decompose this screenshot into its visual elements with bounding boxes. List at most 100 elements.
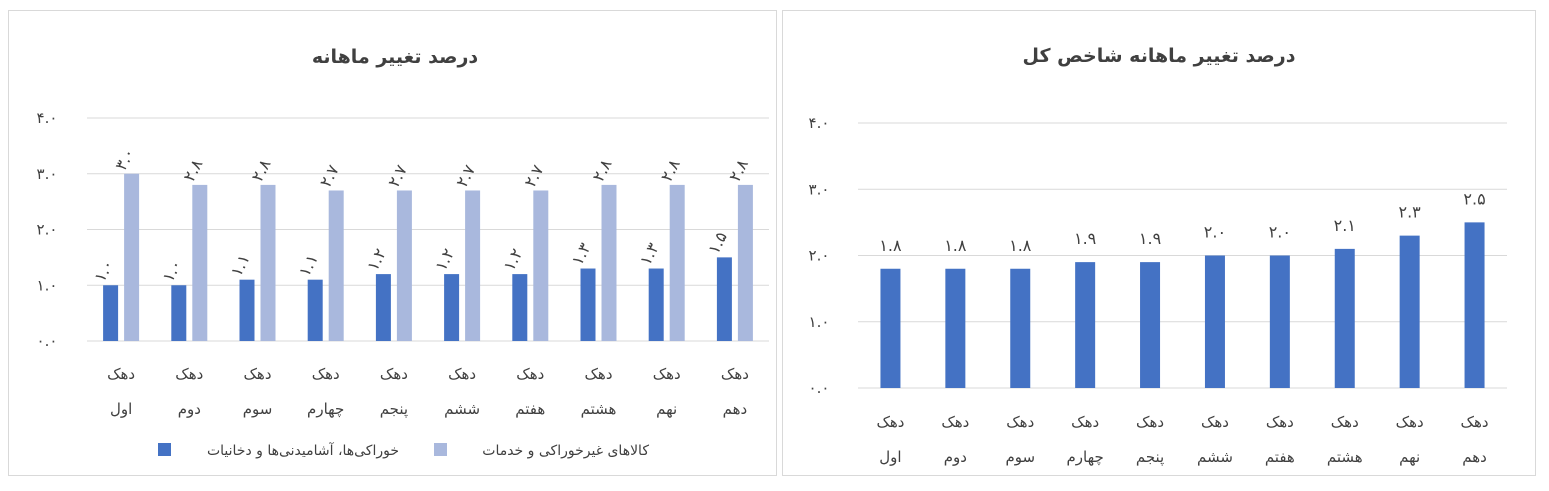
x-category-label: نهم bbox=[1399, 448, 1420, 466]
bar bbox=[239, 279, 255, 341]
bar bbox=[103, 285, 119, 341]
x-category-label: دوم bbox=[178, 400, 201, 418]
bar bbox=[307, 279, 323, 341]
x-category-label: دهک bbox=[448, 365, 476, 383]
x-category-label: چهارم bbox=[307, 400, 344, 418]
x-category-label: دهک bbox=[312, 365, 340, 383]
data-label: ۱.۸ bbox=[944, 236, 967, 255]
bar bbox=[533, 190, 549, 341]
data-label: ۱.۰ bbox=[158, 257, 185, 285]
x-category-label: دهم bbox=[723, 400, 748, 418]
x-category-label: دهک bbox=[1331, 413, 1359, 431]
y-tick-label: ۲.۰ bbox=[37, 221, 58, 239]
x-category-label: دهک bbox=[107, 365, 135, 383]
data-label: ۱.۱ bbox=[227, 251, 254, 279]
data-label: ۲.۳ bbox=[1399, 203, 1422, 222]
data-label: ۱.۲ bbox=[499, 245, 526, 273]
data-label: ۲.۱ bbox=[1334, 216, 1356, 235]
bar bbox=[669, 184, 685, 341]
bar bbox=[328, 190, 344, 341]
legend-swatch bbox=[434, 443, 447, 456]
x-category-label: ششم bbox=[444, 400, 480, 418]
x-category-label: دهک bbox=[653, 365, 681, 383]
bar bbox=[648, 268, 664, 341]
y-tick-label: ۴.۰ bbox=[809, 114, 830, 132]
chart-title: درصد تغییر ماهانه bbox=[312, 46, 479, 68]
x-category-label: دهک bbox=[516, 365, 544, 383]
x-category-label: دهک bbox=[876, 413, 904, 431]
x-category-label: دهک bbox=[941, 413, 969, 431]
x-category-label: هشتم bbox=[581, 400, 617, 418]
bar bbox=[260, 184, 276, 341]
bar bbox=[171, 285, 187, 341]
x-category-label: دهک bbox=[584, 365, 612, 383]
data-label: ۲.۸ bbox=[725, 156, 752, 185]
data-label: ۲.۷ bbox=[384, 161, 411, 190]
x-category-label: دهک bbox=[1201, 413, 1229, 431]
data-label: ۱.۳ bbox=[568, 239, 595, 268]
bar bbox=[737, 184, 753, 341]
bar bbox=[716, 257, 732, 341]
data-label: ۱.۹ bbox=[1139, 229, 1161, 248]
data-label: ۲.۸ bbox=[589, 156, 616, 185]
data-label: ۲.۷ bbox=[520, 161, 547, 190]
bar bbox=[1399, 235, 1420, 388]
x-category-label: هفتم bbox=[515, 400, 545, 418]
x-category-label: دهک bbox=[380, 365, 408, 383]
x-category-label: سوم bbox=[1005, 448, 1035, 466]
x-category-label: دهک bbox=[1266, 413, 1294, 431]
data-label: ۲.۷ bbox=[452, 161, 479, 190]
data-label: ۱.۹ bbox=[1074, 229, 1096, 248]
y-tick-label: ۴.۰ bbox=[37, 109, 58, 127]
chart-title: درصد تغییر ماهانه شاخص کل bbox=[1023, 45, 1296, 67]
bar bbox=[396, 190, 412, 341]
x-category-label: ششم bbox=[1197, 448, 1233, 466]
x-category-label: چهارم bbox=[1067, 448, 1104, 466]
data-label: ۱.۳ bbox=[636, 239, 663, 268]
chart-panel-monthly-change: درصد تغییر ماهانه ۰.۰ ۱.۰ ۲.۰ ۳.۰ ۴.۰ ۱.۰ ۳.۰… bbox=[8, 10, 777, 476]
bar bbox=[580, 268, 596, 341]
x-category-label: هشتم bbox=[1327, 448, 1363, 466]
bar bbox=[1010, 268, 1031, 388]
x-category-label: دهم bbox=[1462, 448, 1487, 466]
data-label: ۲.۷ bbox=[316, 161, 343, 190]
x-category-label: اول bbox=[110, 400, 132, 418]
y-tick-label: ۰.۰ bbox=[37, 332, 58, 350]
x-category-label: پنجم bbox=[1136, 448, 1164, 467]
x-category-label: دهک bbox=[721, 365, 749, 383]
bar bbox=[1140, 262, 1161, 388]
x-category-label: پنجم bbox=[380, 400, 408, 419]
bar bbox=[1269, 255, 1290, 388]
data-label: ۳.۰ bbox=[111, 145, 138, 173]
bar bbox=[1204, 255, 1225, 388]
data-label: ۲.۸ bbox=[248, 156, 275, 185]
bar bbox=[465, 190, 481, 341]
y-tick-label: ۳.۰ bbox=[37, 165, 58, 183]
bar bbox=[1075, 262, 1096, 388]
bar bbox=[1334, 248, 1355, 388]
chart-panel-total-index: درصد تغییر ماهانه شاخص کل ۰.۰ ۱.۰ ۲.۰ ۳.۰ ۴.… bbox=[782, 10, 1536, 476]
data-label: ۲.۸ bbox=[657, 156, 684, 185]
data-label: ۲.۰ bbox=[1269, 223, 1291, 242]
data-label: ۱.۸ bbox=[1009, 236, 1032, 255]
chart-total-index-change: درصد تغییر ماهانه شاخص کل ۰.۰ ۱.۰ ۲.۰ ۳.۰ ۴.… bbox=[809, 45, 1507, 467]
data-label: ۱.۸ bbox=[879, 236, 902, 255]
data-label: ۲.۰ bbox=[1204, 223, 1226, 242]
bar bbox=[444, 274, 460, 341]
x-category-label: دهک bbox=[1136, 413, 1164, 431]
data-label: ۱.۲ bbox=[431, 245, 458, 273]
bar bbox=[945, 268, 966, 388]
bar bbox=[192, 184, 208, 341]
bar bbox=[375, 274, 391, 341]
x-category-label: دهک bbox=[175, 365, 203, 383]
legend-swatch bbox=[158, 443, 171, 456]
x-category-label: سوم bbox=[243, 400, 273, 418]
x-category-label: نهم bbox=[656, 400, 677, 418]
bar bbox=[880, 268, 901, 388]
y-tick-label: ۳.۰ bbox=[809, 180, 830, 198]
bar bbox=[124, 173, 140, 341]
x-category-label: دهک bbox=[1071, 413, 1099, 431]
legend-entry: خوراکی‌ها، آشامیدنی‌ها و دخانیات bbox=[207, 442, 399, 459]
x-category-label: دوم bbox=[944, 448, 967, 466]
data-label: ۱.۰ bbox=[90, 257, 117, 285]
